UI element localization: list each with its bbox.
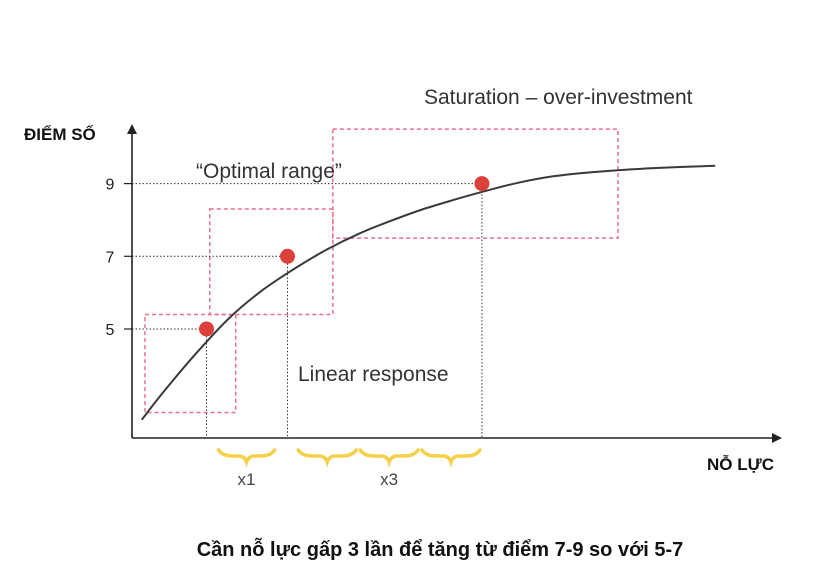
bracket-1 [216,448,277,468]
guides-layer [132,183,483,438]
chart-caption: Cần nỗ lực gấp 3 lần để tăng từ điểm 7-9… [197,537,684,561]
y-tick-label-7: 7 [106,249,115,266]
region-label-1: Linear response [298,363,449,386]
x-axis-title: NỖ LỰC [707,455,774,474]
data-point-2 [280,248,296,264]
series-layer [140,164,716,421]
bracket-label-1: x1 [238,470,256,489]
labels-layer: Linear response “Optimal range” Saturation… [196,86,693,386]
brackets-layer: x1 x3 [216,448,482,489]
bracket-2-segment-3 [420,448,482,468]
bracket-2-segment-1 [296,448,358,468]
region-label-2: “Optimal range” [196,160,342,183]
region-box-3 [332,128,619,239]
points-layer [199,176,490,337]
region-box-2 [209,208,334,316]
y-axis-title: ĐIỂM SỐ [24,124,96,144]
region-box-1 [144,313,237,414]
series-line-1 [140,164,716,421]
regions-layer [144,128,619,414]
y-tick-label-5: 5 [106,322,115,339]
data-point-3 [474,176,490,192]
data-point-1 [199,321,215,337]
bracket-2-segment-2 [358,448,420,468]
y-tick-label-9: 9 [106,177,115,194]
y-ticks: 5 7 9 [106,177,132,339]
bracket-label-2: x3 [380,470,398,489]
region-label-3: Saturation – over-investment [424,86,693,109]
